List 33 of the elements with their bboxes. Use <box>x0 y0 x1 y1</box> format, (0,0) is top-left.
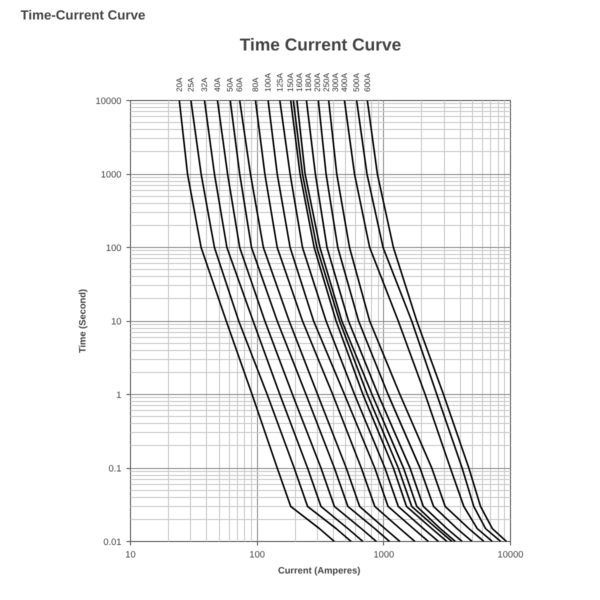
text: 50A <box>226 76 235 92</box>
text: 250A <box>322 72 332 92</box>
text: 40A <box>212 76 222 92</box>
x-axis-title: Current (Amperes) <box>278 566 360 576</box>
text: 20A <box>174 76 184 92</box>
y-tick-label: 10000 <box>96 96 122 106</box>
text: 125A <box>275 72 284 92</box>
text: 100A <box>264 72 273 92</box>
y-tick-label: 0.1 <box>108 464 122 474</box>
x-tick-label: 10 <box>125 550 136 560</box>
text: 180A <box>304 72 314 92</box>
y-tick-label: 100 <box>106 243 122 253</box>
chart-subtitle: Time Current Curve <box>240 34 402 54</box>
text: 300A <box>331 72 340 92</box>
text: 600A <box>362 72 372 92</box>
text: 32A <box>200 76 210 92</box>
text: 60A <box>235 76 244 92</box>
y-tick-label: 10 <box>111 316 122 326</box>
x-tick-label: 10000 <box>498 550 524 560</box>
chart-title: Time-Current Curve <box>20 8 146 22</box>
text: 200A <box>313 72 322 92</box>
text: 150A <box>286 72 296 92</box>
text: 160A <box>295 72 304 92</box>
text: 400A <box>340 72 350 92</box>
y-tick-label: 1 <box>116 390 122 400</box>
y-tick-label: 0.01 <box>103 537 122 547</box>
x-tick-label: 100 <box>249 550 265 560</box>
y-axis-title: Time (Second) <box>78 288 88 354</box>
text: 25A <box>186 76 196 92</box>
x-tick-label: 1000 <box>373 550 394 560</box>
text: 500A <box>352 72 362 92</box>
text: 80A <box>250 76 260 92</box>
y-tick-label: 1000 <box>100 170 122 180</box>
